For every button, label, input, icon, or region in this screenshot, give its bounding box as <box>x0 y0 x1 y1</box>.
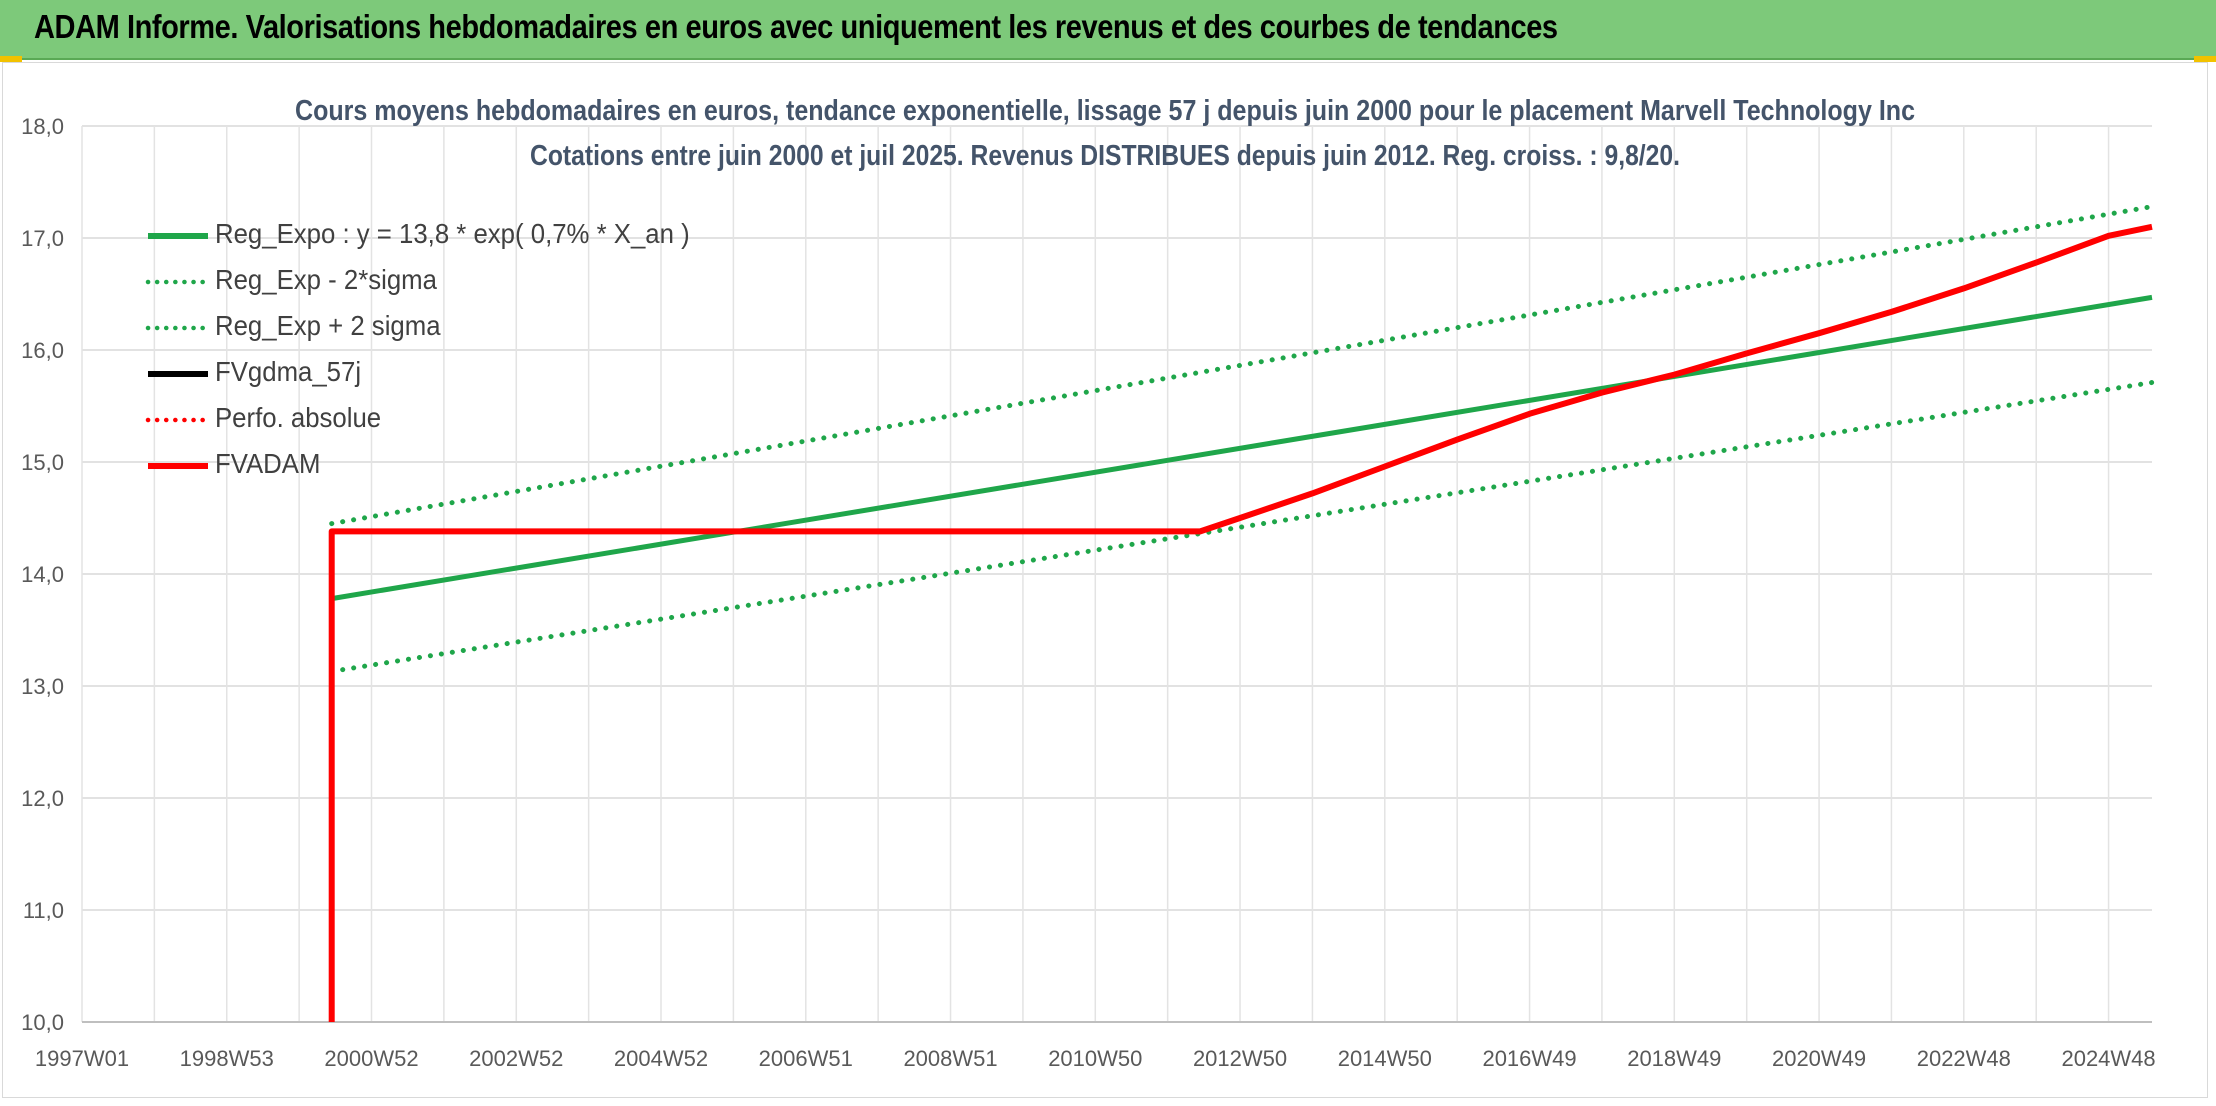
x-tick-label: 2008W51 <box>903 1046 997 1071</box>
x-tick-label: 2014W50 <box>1338 1046 1432 1071</box>
x-tick-label: 2016W49 <box>1482 1046 1576 1071</box>
legend-swatch <box>148 233 208 239</box>
x-tick-labels: 1997W01 1998W53 2000W52 2002W52 2004W52 2006W… <box>35 1046 2156 1071</box>
y-tick-labels: 10,0 11,0 12,0 13,0 14,0 15,0 16,0 17,0 18,0 <box>21 114 64 1035</box>
y-tick-label: 16,0 <box>21 338 64 363</box>
x-tick-label: 2020W49 <box>1772 1046 1866 1071</box>
x-tick-label: 2024W48 <box>2061 1046 2155 1071</box>
x-tick-label: 2004W52 <box>614 1046 708 1071</box>
x-tick-label: 2006W51 <box>759 1046 853 1071</box>
y-tick-label: 14,0 <box>21 562 64 587</box>
legend-swatch <box>148 371 208 377</box>
x-tick-label: 2002W52 <box>469 1046 563 1071</box>
chart-area <box>2 62 2208 1098</box>
y-tick-label: 17,0 <box>21 226 64 251</box>
legend-label: FVgdma_57j <box>215 356 362 387</box>
x-tick-label: 2000W52 <box>324 1046 418 1071</box>
y-tick-label: 11,0 <box>23 898 64 923</box>
chart-title: Cours moyens hebdomadaires en euros, ten… <box>295 95 1915 127</box>
legend-label: FVADAM <box>215 448 321 479</box>
legend-label: Reg_Expo : y = 13,8 * exp( 0,7% * X_an ) <box>215 218 690 249</box>
x-tick-label: 1997W01 <box>35 1046 129 1071</box>
y-tick-label: 13,0 <box>21 674 64 699</box>
y-tick-label: 18,0 <box>21 114 64 139</box>
legend-label: Perfo. absolue <box>215 402 382 433</box>
x-tick-label: 2018W49 <box>1627 1046 1721 1071</box>
legend-swatch <box>148 463 208 469</box>
series-line <box>328 223 2153 1022</box>
y-tick-label: 10,0 <box>21 1010 64 1035</box>
x-tick-label: 2022W48 <box>1917 1046 2011 1071</box>
series-line <box>331 294 2153 602</box>
x-tick-label: 2010W50 <box>1048 1046 1142 1071</box>
chart-subtitle: Cotations entre juin 2000 et juil 2025. … <box>530 140 1680 172</box>
x-tick-label: 2012W50 <box>1193 1046 1287 1071</box>
legend-label: Reg_Exp + 2 sigma <box>215 310 441 341</box>
report-banner: ADAM Informe. Valorisations hebdomadaire… <box>0 0 2216 60</box>
legend-swatch <box>145 279 211 285</box>
legend-swatch <box>145 325 211 331</box>
legend-swatch <box>145 417 211 423</box>
legend-label: Reg_Exp - 2*sigma <box>215 264 437 295</box>
x-tick-label: 1998W53 <box>180 1046 274 1071</box>
y-tick-label: 12,0 <box>21 786 64 811</box>
report-title: ADAM Informe. Valorisations hebdomadaire… <box>34 8 1558 45</box>
series-line <box>329 204 2155 527</box>
grid <box>81 125 2152 1023</box>
y-tick-label: 15,0 <box>21 450 64 475</box>
series-line <box>329 380 2155 674</box>
series-lines <box>328 204 2155 1022</box>
corner-marker-left <box>0 56 22 62</box>
corner-marker-right <box>2194 56 2216 62</box>
